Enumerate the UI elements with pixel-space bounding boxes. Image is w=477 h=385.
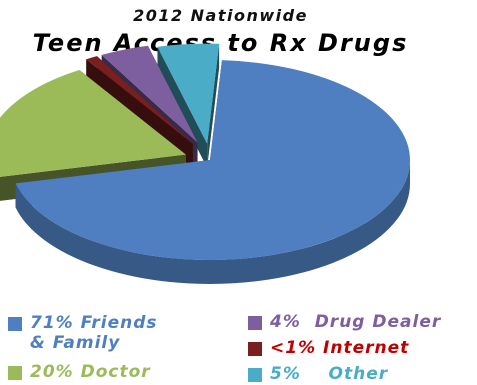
pie-slice-other-top bbox=[157, 43, 220, 144]
legend-swatch-dealer bbox=[248, 316, 262, 330]
legend-item-internet: <1% Internet bbox=[248, 338, 409, 358]
chart-title: Teen Access to Rx Drugs bbox=[32, 29, 409, 57]
pie-slice-friends-side-0 bbox=[15, 160, 411, 284]
pie-slice-internet-top bbox=[86, 56, 193, 144]
legend-label-doctor: 20% Doctor bbox=[30, 362, 151, 382]
legend-item-dealer: 4% Drug Dealer bbox=[248, 312, 441, 332]
legend-swatch-other bbox=[248, 368, 262, 382]
legend-label-internet: <1% Internet bbox=[270, 338, 410, 358]
legend-item-other: 5% Other bbox=[248, 364, 388, 384]
pie-slice-other-wall-1 bbox=[207, 43, 220, 168]
legend-swatch-internet bbox=[248, 342, 262, 356]
legend-item-doctor: 20% Doctor bbox=[8, 362, 151, 382]
pie-slice-doctor-top bbox=[0, 69, 186, 177]
legend-swatch-doctor bbox=[8, 366, 22, 380]
legend-label-friends-line1: 71% Friends bbox=[30, 313, 158, 333]
legend-label-dealer: 4% Drug Dealer bbox=[270, 312, 442, 332]
legend-label-friends-line2: & Family bbox=[30, 333, 121, 353]
legend-swatch-friends bbox=[8, 317, 22, 331]
legend-item-friends: 71% Friends & Family bbox=[8, 313, 158, 353]
pie-slice-friends-top bbox=[15, 60, 410, 260]
pie-slice-friends bbox=[15, 60, 411, 284]
pie-slice-dealer-top bbox=[101, 45, 198, 143]
chart-subtitle: 2012 Nationwide bbox=[133, 6, 308, 25]
legend-label-other: 5% Other bbox=[270, 364, 389, 384]
